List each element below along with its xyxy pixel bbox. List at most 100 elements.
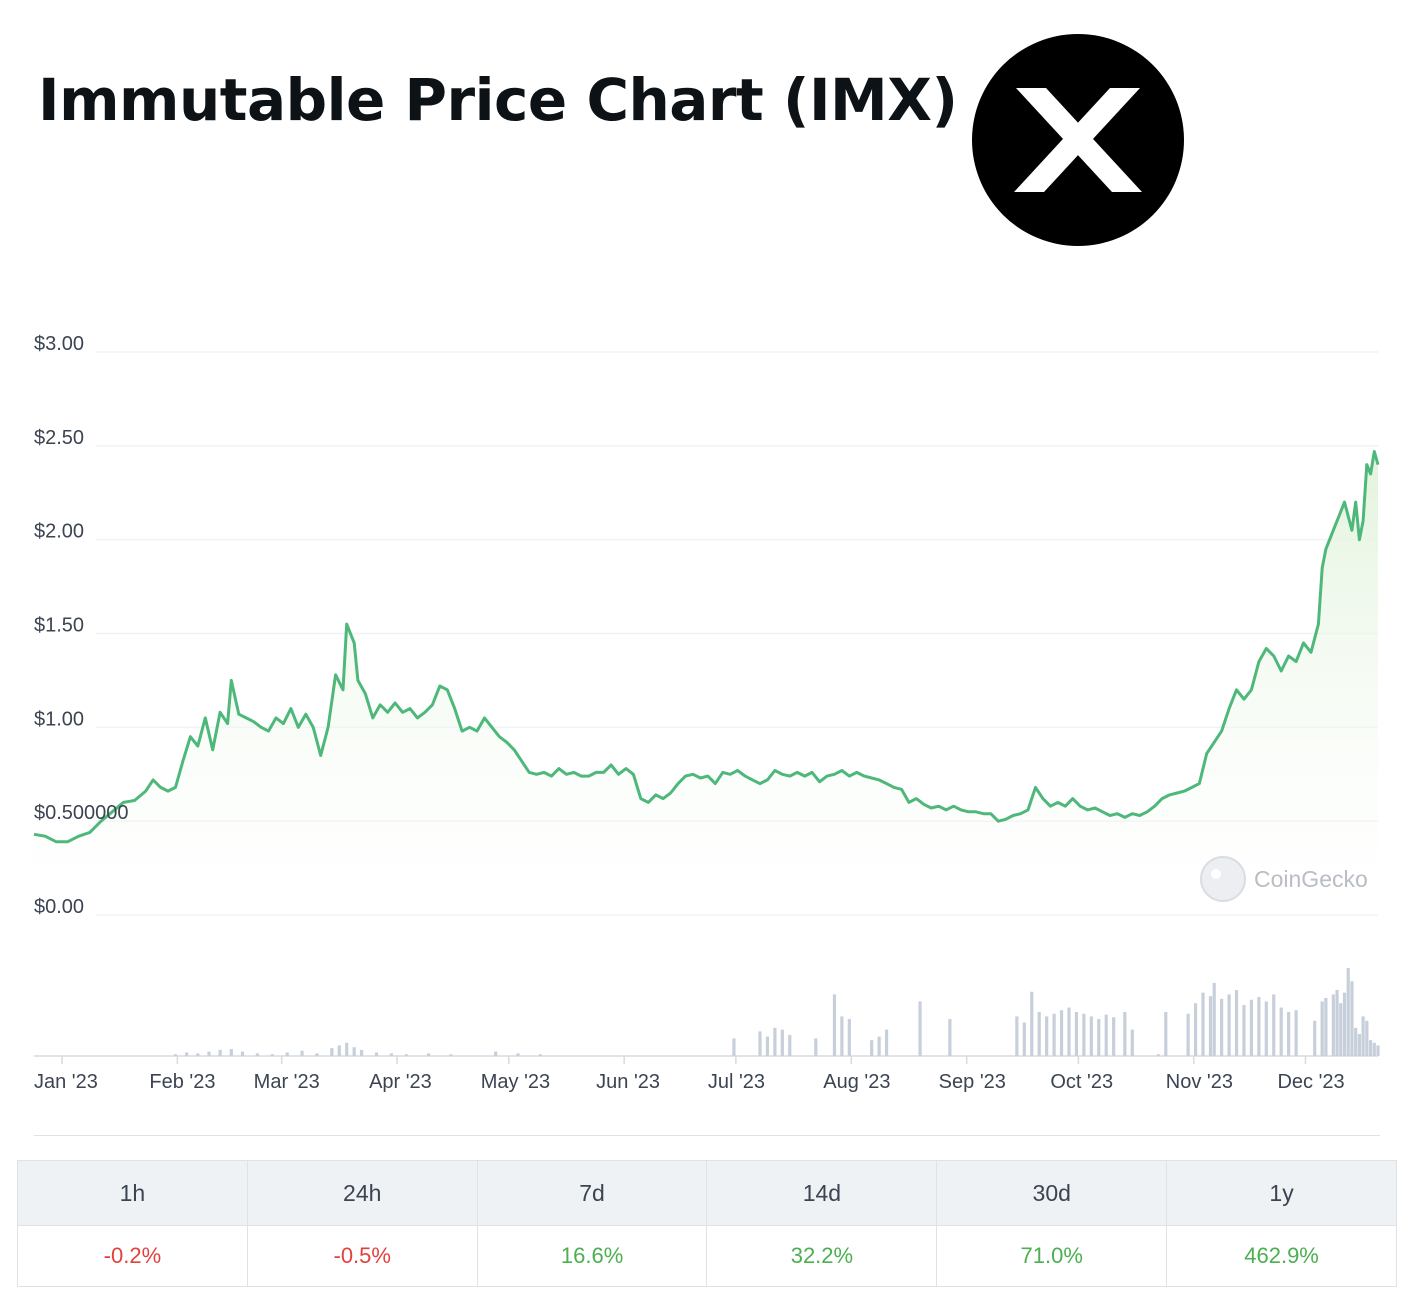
page-title: Immutable Price Chart (IMX) (38, 66, 958, 134)
x-tick-label: May '23 (481, 1071, 550, 1093)
volume-bar (1186, 1013, 1190, 1056)
y-tick-label: $3.00 (34, 333, 84, 355)
volume-bar (300, 1050, 304, 1056)
volume-bar (494, 1051, 498, 1056)
period-header: 7d (476, 1160, 708, 1226)
volume-bar (1037, 1012, 1041, 1056)
volume-bar (240, 1051, 245, 1056)
volume-bar (1313, 1020, 1317, 1056)
volume-bar (1331, 994, 1335, 1056)
volume-bar (1082, 1013, 1086, 1056)
volume-bar (732, 1038, 736, 1056)
volume-bar (1112, 1017, 1116, 1056)
volume-bar (196, 1053, 200, 1056)
volume-bar (1350, 981, 1354, 1056)
performance-header-row: 1h 24h 7d 14d 30d 1y (17, 1160, 1397, 1226)
volume-bar (1030, 991, 1034, 1056)
volume-bar (765, 1036, 770, 1056)
volume-bar (1242, 1004, 1246, 1056)
volume-bar (1335, 990, 1339, 1056)
x-tick-label: Nov '23 (1166, 1071, 1233, 1093)
x-tick-label: Feb '23 (149, 1071, 215, 1093)
volume-bar (404, 1054, 408, 1056)
volume-bar (1201, 992, 1205, 1056)
volume-bar (840, 1016, 844, 1056)
x-tick-label: Jul '23 (708, 1071, 765, 1093)
volume-bar (1234, 990, 1239, 1056)
y-tick-label: $0.00 (34, 896, 84, 918)
change-value: -0.5% (246, 1225, 478, 1287)
volume-bar (229, 1048, 233, 1056)
change-value: 16.6% (476, 1225, 708, 1287)
volume-bar (1220, 998, 1224, 1056)
volume-bar (1257, 997, 1261, 1056)
section-divider (34, 1135, 1380, 1136)
immutable-x-logo-icon (972, 34, 1184, 246)
x-tick-label: Sep '23 (939, 1071, 1006, 1093)
volume-bar (1361, 1016, 1365, 1056)
volume-bar (374, 1052, 379, 1056)
volume-bar (315, 1053, 319, 1056)
volume-bar (218, 1049, 222, 1056)
performance-value-row: -0.2% -0.5% 16.6% 32.2% 71.0% 462.9% (17, 1225, 1397, 1287)
volume-bar (1156, 1054, 1160, 1056)
volume-bar (285, 1052, 289, 1056)
volume-bar (1193, 1003, 1198, 1056)
volume-bar (884, 1029, 889, 1056)
volume-bar (1022, 1022, 1026, 1056)
volume-bar (1339, 1003, 1343, 1056)
volume-bar (918, 1001, 922, 1056)
change-value: -0.2% (17, 1225, 248, 1287)
x-tick-label: Apr '23 (369, 1071, 432, 1093)
x-tick-label: Jun '23 (596, 1071, 660, 1093)
volume-bar (832, 994, 837, 1056)
volume-bar (1372, 1042, 1376, 1056)
change-value: 32.2% (706, 1225, 938, 1287)
x-tick-label: Mar '23 (254, 1071, 320, 1093)
volume-bar (345, 1042, 349, 1056)
performance-table: 1h 24h 7d 14d 30d 1y -0.2% -0.5% 16.6% 3… (17, 1160, 1397, 1287)
volume-bar (1045, 1016, 1049, 1056)
y-tick-label: $1.50 (34, 615, 84, 637)
volume-bar (449, 1054, 453, 1056)
y-tick-label: $2.00 (34, 521, 84, 543)
volume-bar (758, 1031, 762, 1056)
period-header: 1y (1166, 1160, 1397, 1226)
volume-bar (847, 1019, 851, 1056)
volume-bar (1212, 982, 1216, 1056)
x-tick-label: Aug '23 (823, 1071, 890, 1093)
volume-bar (773, 1027, 777, 1056)
x-tick-label: Oct '23 (1050, 1071, 1113, 1093)
volume-bar (870, 1040, 874, 1056)
volume-bar (330, 1048, 334, 1056)
volume-bar (185, 1052, 189, 1056)
volume-bar (255, 1053, 259, 1056)
volume-bar (1279, 1007, 1283, 1056)
volume-bar (1104, 1014, 1108, 1056)
volume-bar (1089, 1016, 1093, 1056)
change-value: 462.9% (1166, 1225, 1397, 1287)
x-tick-label: Dec '23 (1277, 1071, 1344, 1093)
price-area (34, 451, 1378, 915)
period-header: 1h (17, 1160, 248, 1226)
volume-bar (352, 1047, 356, 1056)
volume-bar (814, 1038, 818, 1056)
change-value: 71.0% (936, 1225, 1168, 1287)
y-tick-label: $2.50 (34, 427, 84, 449)
volume-bar (1357, 1034, 1361, 1056)
volume-bar (1052, 1013, 1056, 1056)
volume-bar (877, 1036, 881, 1056)
y-tick-label: $1.00 (34, 708, 84, 730)
volume-bar (1074, 1012, 1079, 1056)
volume-bar (173, 1054, 178, 1056)
volume-bar (1354, 1027, 1358, 1056)
y-tick-label: $0.500000 (34, 802, 129, 824)
volume-bar (427, 1053, 431, 1056)
volume-bar (1368, 1040, 1373, 1056)
volume-bar (516, 1053, 520, 1056)
volume-bar (1123, 1012, 1127, 1056)
volume-bar (337, 1045, 341, 1056)
volume-bar (1097, 1019, 1101, 1056)
volume-bar (1324, 997, 1328, 1056)
coingecko-gecko-icon (1200, 856, 1246, 902)
